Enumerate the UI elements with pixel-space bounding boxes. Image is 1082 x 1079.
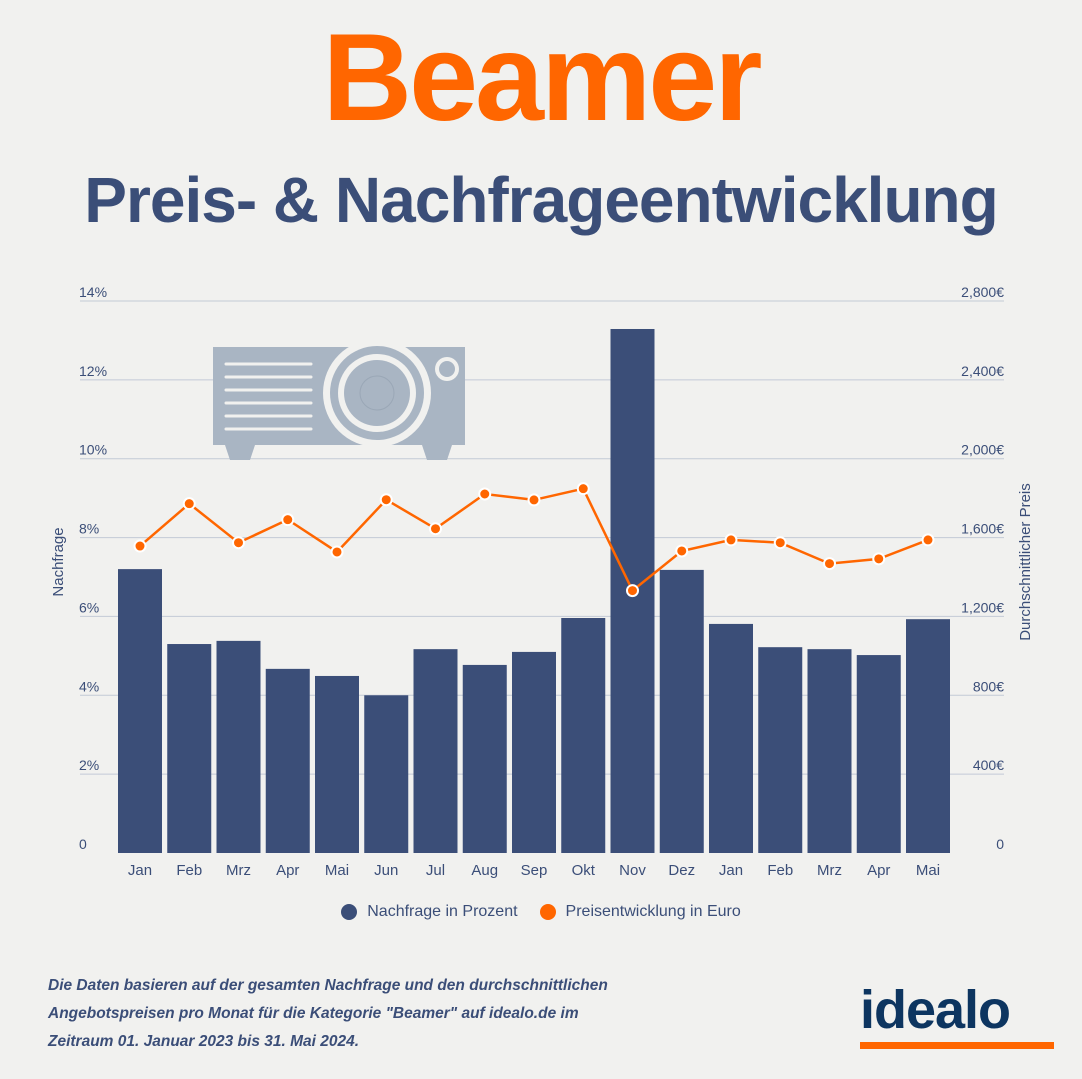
- price-point: [724, 533, 738, 547]
- x-tick-label: Aug: [471, 862, 498, 879]
- price-point: [872, 552, 886, 566]
- legend-line-label: Preisentwicklung in Euro: [565, 903, 741, 920]
- price-point: [133, 539, 147, 553]
- x-tick-label: Apr: [867, 862, 890, 879]
- x-tick-label: Nov: [619, 862, 646, 879]
- chart-subtitle: Preis- & Nachfrageentwicklung: [84, 164, 998, 236]
- y-axis-label-right: Durchschnittlicher Preis: [1017, 483, 1034, 641]
- price-point: [823, 557, 836, 571]
- legend-bars-marker: [341, 904, 358, 920]
- y-tick-left: 4%: [79, 678, 99, 694]
- bar: [265, 668, 310, 853]
- x-tick-label: Mai: [325, 862, 349, 879]
- legend-item-bars[interactable]: Nachfrage in Prozent: [341, 903, 518, 921]
- y-tick-left: 12%: [79, 363, 107, 379]
- y-tick-left: 8%: [79, 521, 99, 537]
- price-point: [527, 493, 541, 507]
- bar: [118, 569, 162, 853]
- logo-underline: [860, 1042, 1054, 1049]
- y-tick-right: 2,400€: [961, 363, 1004, 379]
- x-tick-label: Jan: [719, 862, 743, 879]
- x-tick-label: Feb: [767, 862, 793, 879]
- x-tick-label: Apr: [276, 862, 299, 879]
- y-tick-left: 0: [79, 836, 87, 852]
- y-tick-right: 1,200€: [961, 599, 1004, 615]
- y-tick-right: 2,000€: [961, 442, 1004, 458]
- x-tick-label: Okt: [572, 862, 596, 879]
- logo-text: idealo: [860, 980, 1011, 1040]
- chart-title: Beamer: [322, 9, 763, 147]
- price-point: [675, 544, 689, 558]
- price-point: [773, 536, 787, 550]
- legend-line-marker: [539, 904, 556, 920]
- y-tick-right: 1,600€: [961, 521, 1004, 537]
- price-point: [330, 545, 344, 559]
- bar: [856, 655, 901, 853]
- y-tick-right: 2,800€: [961, 284, 1004, 300]
- bar: [512, 651, 556, 853]
- x-tick-label: Mai: [916, 862, 940, 879]
- price-point: [921, 533, 935, 547]
- y-axis-label-left: Nachfrage: [50, 527, 67, 596]
- bar: [906, 619, 950, 853]
- bar: [462, 664, 507, 853]
- bar: [167, 644, 212, 853]
- bar: [561, 618, 606, 853]
- bar: [758, 647, 803, 853]
- footnote: Die Daten basieren auf der gesamten Nach…: [48, 977, 608, 1050]
- price-point: [478, 487, 492, 501]
- y-tick-right: 800€: [973, 678, 1004, 694]
- price-point: [576, 482, 590, 496]
- bar: [216, 640, 261, 853]
- idealo-logo: idealo: [860, 980, 1054, 1049]
- projector-icon: [213, 339, 465, 460]
- x-tick-label: Mrz: [817, 862, 842, 879]
- price-point: [232, 536, 245, 550]
- y-tick-left: 10%: [79, 442, 107, 458]
- y-tick-left: 2%: [79, 757, 99, 773]
- x-tick-label: Jul: [426, 862, 445, 879]
- bar: [315, 675, 359, 853]
- price-point: [182, 497, 196, 511]
- price-point: [281, 513, 295, 527]
- bar: [807, 649, 852, 853]
- legend-item-line[interactable]: Preisentwicklung in Euro: [539, 903, 741, 921]
- y-tick-right: 0: [996, 836, 1004, 852]
- x-tick-label: Jan: [128, 862, 152, 879]
- chart: 0 0 2% 400€ 4% 800€ 6% 1,200€ 8% 1,600€ 10% 2,000€ 1…: [50, 284, 1034, 879]
- y-tick-left: 14%: [79, 284, 107, 300]
- bar: [364, 695, 409, 853]
- y-tick-right: 400€: [973, 757, 1004, 773]
- legend-bars-label: Nachfrage in Prozent: [367, 903, 518, 920]
- y-tick-left: 6%: [79, 599, 99, 615]
- bar: [709, 623, 753, 853]
- x-tick-label: Feb: [176, 862, 202, 879]
- x-tick-label: Mrz: [226, 862, 251, 879]
- legend: Nachfrage in Prozent Preisentwicklung in…: [0, 903, 1082, 921]
- price-point: [429, 522, 442, 536]
- bar: [413, 649, 458, 853]
- x-tick-label: Sep: [521, 862, 548, 879]
- bar: [659, 569, 704, 853]
- price-point: [626, 584, 639, 598]
- x-tick-label: Dez: [668, 862, 695, 879]
- x-tick-label: Jun: [374, 862, 398, 879]
- price-point: [379, 493, 393, 507]
